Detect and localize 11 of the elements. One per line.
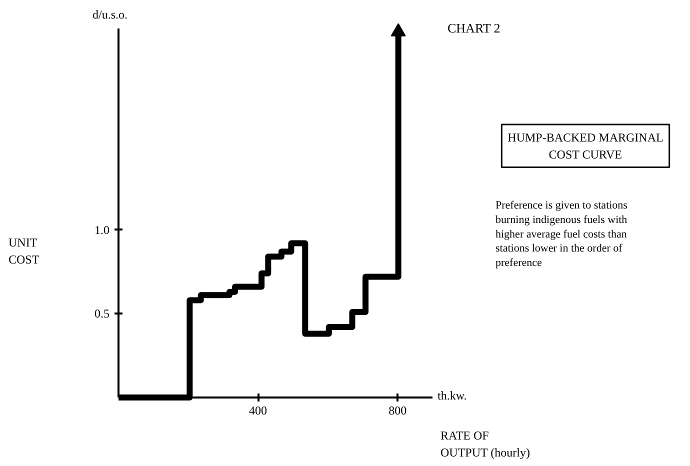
y-tick-label: 1.0 <box>94 222 110 237</box>
text: CHART 2 <box>448 20 500 36</box>
text: HUMP-BACKED MARGINAL COST CURVE <box>508 130 664 162</box>
x-tick-label: 800 <box>388 404 407 418</box>
text: th.kw. <box>438 388 467 402</box>
text: d/u.s.o. <box>92 8 128 22</box>
y-axis-title: UNIT COST <box>8 236 40 266</box>
x-tick-label: 400 <box>249 404 268 418</box>
y-tick-label: 0.5 <box>94 306 110 321</box>
text: Preference is given to stations burning indigenous fuels with higher average fuel costs than stations lower in the order of preference <box>496 200 628 270</box>
x-axis-title: RATE OF OUTPUT (hourly) <box>440 428 530 460</box>
